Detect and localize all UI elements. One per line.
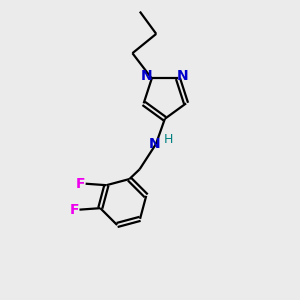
Text: F: F	[69, 203, 79, 217]
Text: N: N	[177, 69, 189, 83]
Text: N: N	[148, 137, 160, 151]
Text: H: H	[164, 133, 173, 146]
Text: F: F	[76, 177, 85, 191]
Text: N: N	[141, 69, 152, 83]
